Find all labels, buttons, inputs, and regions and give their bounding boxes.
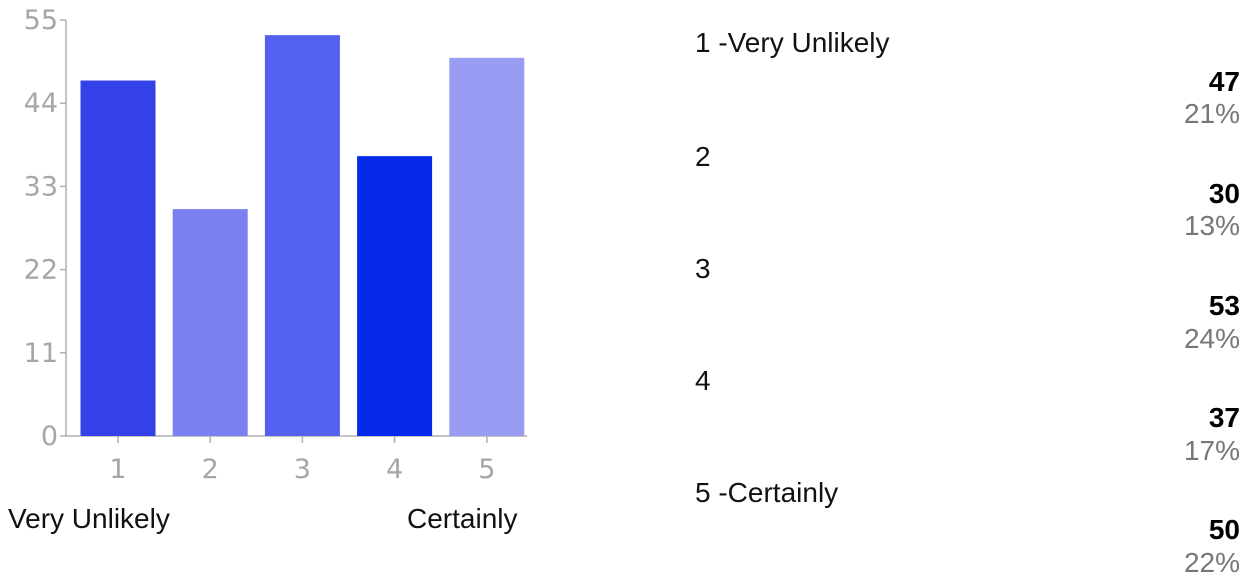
y-tick-label: 44 [24, 88, 58, 119]
response-summary: 1 -Very Unlikely 47 21% 2 30 13% 3 53 24… [695, 0, 1240, 578]
option-percent: 17% [1183, 435, 1240, 466]
option-percent: 13% [1183, 210, 1240, 241]
bar-2 [172, 209, 248, 436]
x-tick-label: 1 [109, 454, 126, 485]
x-label-high: Certainly [407, 503, 518, 534]
x-tick-label: 4 [386, 454, 403, 485]
option-percent: 24% [1183, 323, 1240, 354]
bar-3 [264, 35, 340, 437]
option-label: 2 [695, 141, 711, 172]
y-tick-label: 55 [24, 5, 58, 36]
option-label: 4 [695, 365, 711, 396]
y-tick-label: 33 [24, 171, 58, 202]
option-count: 37 [1208, 402, 1240, 433]
y-tick-label: 11 [24, 338, 58, 369]
option-percent: 21% [1183, 98, 1240, 129]
x-tick-label: 3 [294, 454, 311, 485]
option-count: 50 [1208, 514, 1240, 545]
x-axis-ticks: 1 2 3 4 5 [109, 436, 495, 485]
option-count: 47 [1208, 66, 1240, 97]
x-tick-label: 2 [202, 454, 219, 485]
y-tick-label: 22 [24, 255, 58, 286]
bar-4 [357, 156, 433, 437]
x-tick-label: 5 [478, 454, 495, 485]
chart-bars [80, 35, 525, 437]
option-label: 5 -Certainly [695, 477, 839, 508]
y-tick-label: 0 [41, 421, 58, 452]
option-label: 3 [695, 253, 711, 284]
x-label-low: Very Unlikely [8, 503, 170, 534]
bar-1 [80, 80, 156, 436]
option-count: 53 [1208, 290, 1240, 321]
option-label: 1 -Very Unlikely [695, 27, 890, 58]
bar-chart: 0 11 22 33 44 55 1 2 3 4 5 [24, 5, 527, 485]
y-axis-ticks: 0 11 22 33 44 55 [24, 5, 66, 452]
option-percent: 22% [1183, 547, 1240, 578]
bar-5 [449, 57, 525, 437]
option-count: 30 [1208, 178, 1240, 209]
